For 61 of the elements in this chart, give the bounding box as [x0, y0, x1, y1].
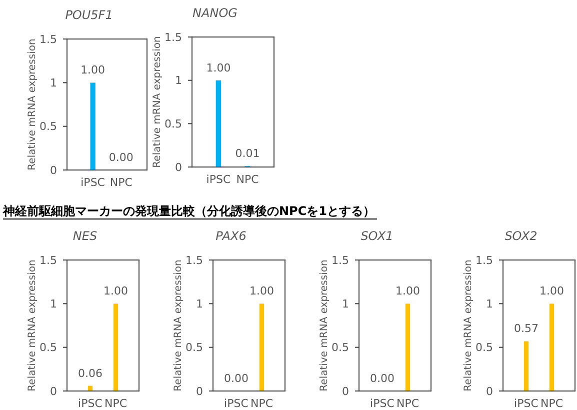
y-tick-label: 0	[50, 384, 57, 398]
data-label: 1.00	[206, 61, 231, 74]
x-tick-label: iPSC	[80, 176, 106, 189]
y-axis-title: Relative mRNA expression	[27, 38, 38, 170]
y-tick-label: 1	[342, 298, 349, 311]
data-label: 1.00	[250, 284, 274, 298]
data-label: 0.06	[78, 366, 102, 380]
y-tick-label: 0	[342, 384, 349, 398]
data-label: 1.00	[540, 284, 564, 298]
data-label: 1.00	[396, 284, 420, 298]
y-axis-title: Relative mRNA expression	[463, 260, 474, 392]
x-tick-label: iPSC	[206, 173, 231, 186]
y-tick-label: 1.5	[40, 32, 57, 46]
data-label: 0.00	[224, 372, 248, 385]
y-tick-label: 1	[50, 76, 57, 90]
x-tick-label: NPC	[250, 397, 274, 410]
y-tick-label: 0.5	[332, 341, 349, 354]
y-tick-label: 1	[50, 298, 57, 311]
y-tick-label: 0	[50, 164, 57, 177]
y-tick-label: 0.5	[40, 341, 57, 354]
x-tick-label: NPC	[110, 176, 133, 189]
data-label: 1.00	[80, 64, 106, 77]
y-tick-label: 1.5	[164, 30, 182, 44]
data-label: 0.01	[235, 147, 260, 160]
y-axis-title: Relative mRNA expression	[319, 260, 330, 392]
chart-title: SOX2	[504, 229, 538, 243]
y-tick-label: 1.5	[40, 254, 57, 267]
y-tick-label: 1.5	[332, 254, 349, 267]
y-tick-label: 0.5	[186, 341, 203, 354]
y-axis-title: Relative mRNA expression	[27, 260, 38, 392]
x-tick-label: NPC	[540, 397, 564, 410]
data-label: 0.00	[108, 151, 134, 164]
y-tick-label: 1	[175, 74, 182, 88]
text: 神経前駆細胞マーカーの発現量比較（分化誘導後のNPCを1とする）	[2, 204, 375, 218]
y-tick-label: 0	[175, 160, 182, 174]
y-tick-label: 0.5	[476, 341, 493, 354]
data-label: 0.00	[370, 372, 394, 385]
data-label: 1.00	[104, 284, 128, 298]
x-tick-label: NPC	[396, 397, 420, 410]
chart-title: POU5F1	[65, 8, 113, 22]
y-tick-label: 1	[486, 298, 493, 311]
data-label: 0.57	[514, 322, 538, 336]
y-tick-label: 0	[196, 384, 203, 398]
chart-title: PAX6	[216, 229, 247, 243]
x-tick-label: iPSC	[514, 397, 539, 410]
y-tick-label: 0.5	[40, 120, 57, 134]
chart-title: SOX1	[360, 229, 394, 243]
y-tick-label: 1.5	[476, 254, 493, 267]
y-tick-label: 0.5	[164, 118, 182, 131]
chart-title: NANOG	[192, 6, 238, 20]
y-axis-title: Relative mRNA expression	[152, 36, 163, 168]
x-tick-label: iPSC	[78, 397, 103, 410]
x-tick-label: NPC	[236, 173, 260, 186]
y-tick-label: 0	[486, 384, 493, 398]
x-tick-label: iPSC	[224, 397, 249, 410]
x-tick-label: NPC	[104, 397, 128, 410]
chart-title: NES	[72, 229, 98, 243]
y-tick-label: 1	[196, 298, 203, 311]
x-tick-label: iPSC	[370, 397, 395, 410]
y-tick-label: 1.5	[186, 254, 203, 267]
y-axis-title: Relative mRNA expression	[173, 260, 184, 392]
